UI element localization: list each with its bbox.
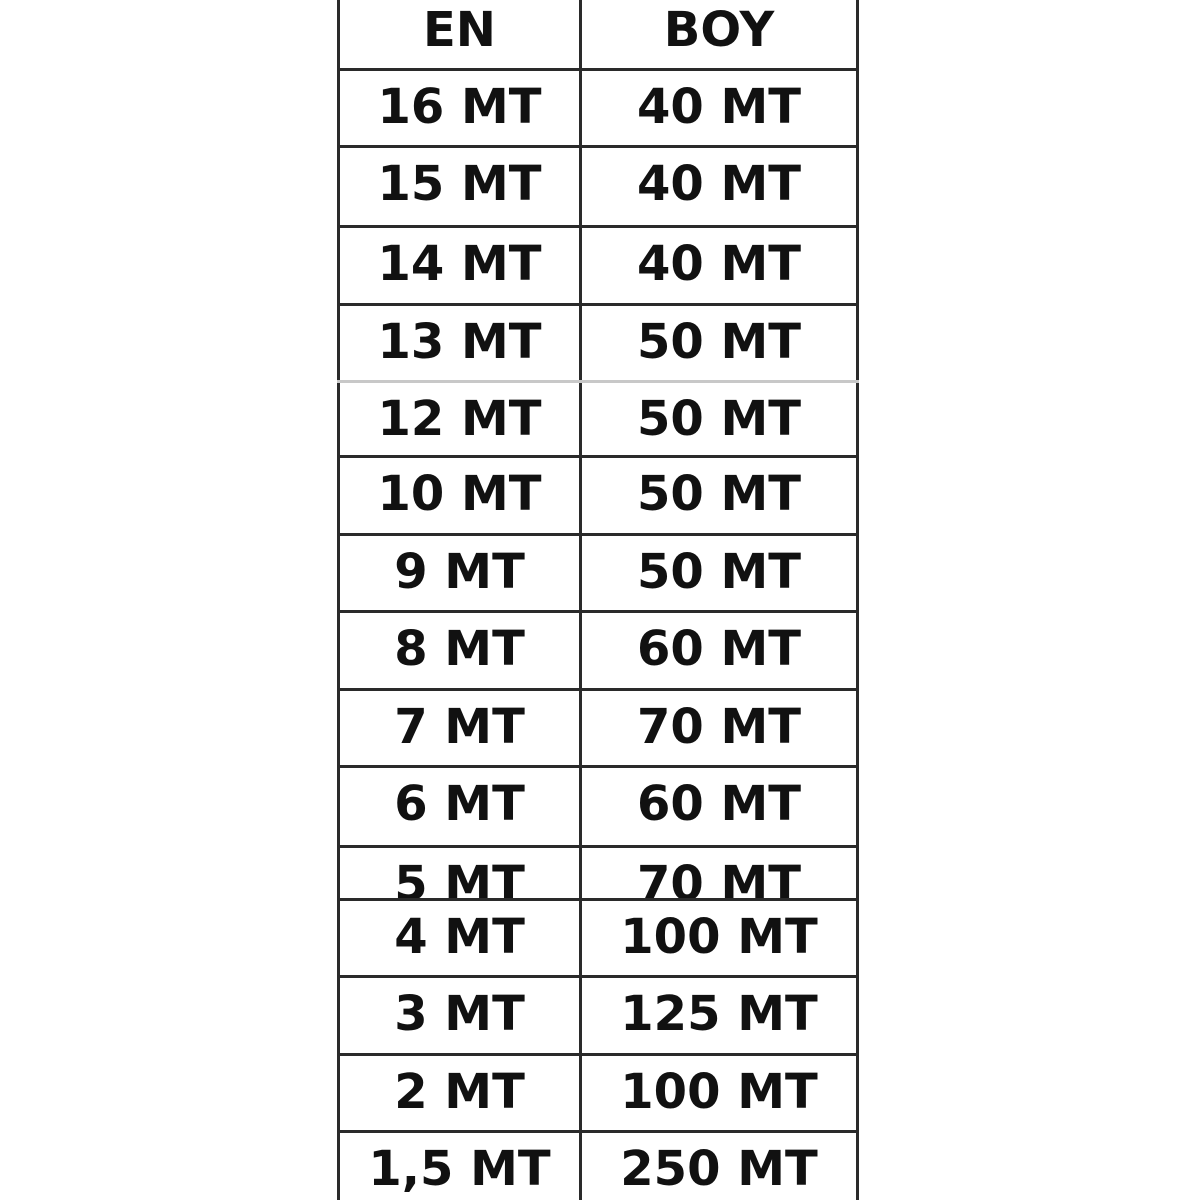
- table-row: 13 MT 50 MT: [337, 303, 859, 380]
- cell-boy: 40 MT: [582, 71, 859, 145]
- table-row: 1,5 MT 250 MT: [337, 1130, 859, 1200]
- table-row: 14 MT 40 MT: [337, 225, 859, 303]
- size-table: EN BOY 16 MT 40 MT 15 MT 40 MT 14 MT 40 MT 13 MT…: [337, 0, 859, 1200]
- header-boy: BOY: [582, 0, 859, 68]
- table-row: 6 MT 60 MT: [337, 765, 859, 845]
- cell-boy: 100 MT: [582, 901, 859, 975]
- cell-en: 13 MT: [337, 306, 582, 380]
- table-row: 3 MT 125 MT: [337, 975, 859, 1053]
- header-en: EN: [337, 0, 582, 68]
- cell-boy: 50 MT: [582, 306, 859, 380]
- cell-boy: 50 MT: [582, 383, 859, 455]
- cell-en: 1,5 MT: [337, 1133, 582, 1200]
- cell-en: 14 MT: [337, 228, 582, 303]
- cell-en: 2 MT: [337, 1056, 582, 1130]
- table-row: 5 MT 70 MT: [337, 845, 859, 898]
- cell-boy: 100 MT: [582, 1056, 859, 1130]
- table-row: 10 MT 50 MT: [337, 455, 859, 533]
- table-row: 4 MT 100 MT: [337, 898, 859, 975]
- cell-boy: 50 MT: [582, 458, 859, 533]
- table-row: 15 MT 40 MT: [337, 145, 859, 225]
- table-row: 12 MT 50 MT: [337, 380, 859, 455]
- cell-en: 4 MT: [337, 901, 582, 975]
- table-row: 8 MT 60 MT: [337, 610, 859, 688]
- cell-en: 9 MT: [337, 536, 582, 610]
- cell-en: 10 MT: [337, 458, 582, 533]
- cell-boy: 40 MT: [582, 228, 859, 303]
- table-header-row: EN BOY: [337, 0, 859, 68]
- cell-boy: 60 MT: [582, 613, 859, 688]
- cell-boy: 40 MT: [582, 148, 859, 225]
- cell-boy: 250 MT: [582, 1133, 859, 1200]
- table-row: 7 MT 70 MT: [337, 688, 859, 765]
- cell-boy: 50 MT: [582, 536, 859, 610]
- cell-boy: 125 MT: [582, 978, 859, 1053]
- cell-boy: 60 MT: [582, 768, 859, 845]
- cell-en: 7 MT: [337, 691, 582, 765]
- table-row: 9 MT 50 MT: [337, 533, 859, 610]
- cell-boy: 70 MT: [582, 848, 859, 898]
- cell-en: 15 MT: [337, 148, 582, 225]
- cell-en: 12 MT: [337, 383, 582, 455]
- cell-en: 3 MT: [337, 978, 582, 1053]
- table-row: 16 MT 40 MT: [337, 68, 859, 145]
- cell-en: 8 MT: [337, 613, 582, 688]
- cell-en: 16 MT: [337, 71, 582, 145]
- cell-en: 6 MT: [337, 768, 582, 845]
- table-row: 2 MT 100 MT: [337, 1053, 859, 1130]
- cell-boy: 70 MT: [582, 691, 859, 765]
- cell-en: 5 MT: [337, 848, 582, 898]
